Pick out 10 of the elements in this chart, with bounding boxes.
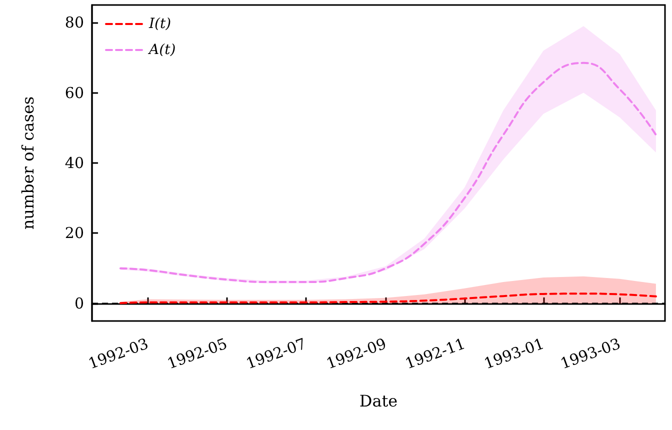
legend-label: I(t): [148, 16, 172, 32]
y-tick-label: 0: [74, 294, 84, 312]
y-tick-label: 60: [64, 84, 84, 102]
y-tick-label: 20: [64, 224, 84, 242]
line-series: [119, 292, 657, 304]
legend-label: A(t): [147, 42, 176, 58]
x-axis-title: Date: [359, 392, 398, 410]
y-tick-label: 40: [64, 154, 84, 172]
y-axis-title: number of cases: [18, 96, 38, 230]
y-tick-label: 80: [64, 14, 84, 32]
